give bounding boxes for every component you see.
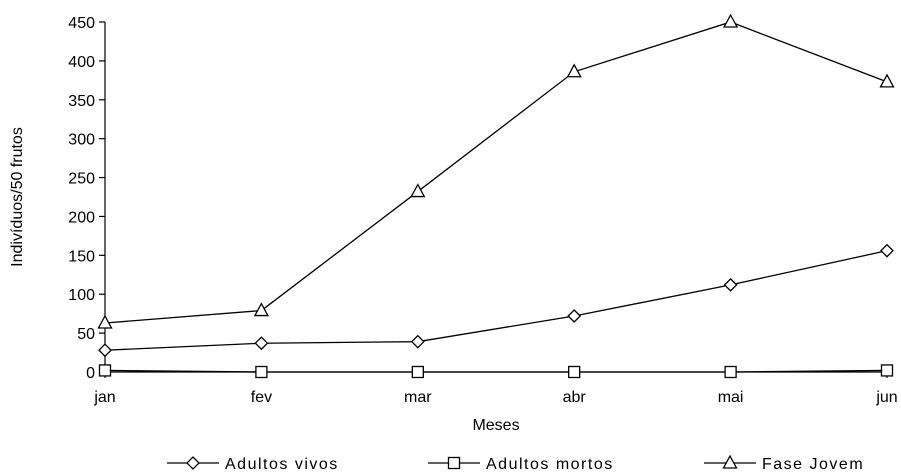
legend-label: Adultos vivos	[225, 456, 339, 473]
data-point	[254, 336, 269, 351]
y-axis-title: Indivíduos/50 frutos	[9, 127, 26, 267]
legend-label: Adultos mortos	[486, 456, 614, 473]
data-point	[411, 365, 424, 379]
data-point	[724, 365, 737, 379]
legend-marker	[447, 456, 461, 470]
x-tick-label: abr	[563, 389, 587, 406]
data-point	[568, 365, 581, 379]
data-point	[879, 73, 895, 88]
data-point	[410, 334, 425, 349]
y-axis-ticks: 0 50 100 150 200 250 300 350 400 450	[68, 15, 105, 382]
series-line	[104, 21, 888, 324]
data-point	[880, 243, 894, 258]
x-tick-label: mai	[718, 389, 744, 406]
data-point	[253, 302, 269, 317]
y-tick-label: 200	[68, 209, 95, 226]
y-tick-label: 100	[68, 287, 95, 304]
series-line	[104, 250, 888, 351]
series-line	[104, 369, 888, 373]
y-tick-label: 300	[68, 132, 95, 149]
y-tick-label: 350	[68, 93, 95, 110]
data-point	[97, 314, 113, 329]
data-point	[98, 364, 112, 377]
x-axis-title: Meses	[472, 417, 519, 434]
series-diamond	[98, 243, 894, 358]
series-triangle	[97, 13, 895, 329]
data-point	[723, 277, 738, 292]
data-point	[723, 13, 739, 28]
data-point	[255, 365, 268, 379]
x-tick-label: mar	[404, 389, 432, 406]
legend-marker	[186, 456, 200, 470]
legend-marker	[722, 454, 738, 469]
data-point	[566, 63, 582, 78]
y-tick-label: 150	[68, 248, 95, 265]
x-tick-label: jan	[93, 389, 115, 406]
data-point	[880, 364, 894, 377]
legend-item: Adultos mortos	[428, 456, 614, 473]
series-square	[98, 364, 894, 379]
series-group	[97, 13, 895, 379]
x-tick-label: fev	[251, 389, 272, 406]
legend: Adultos vivos Adultos mortos Fase Jovem	[167, 454, 864, 473]
y-tick-label: 250	[68, 171, 95, 188]
legend-label: Fase Jovem	[762, 456, 864, 473]
y-tick-label: 400	[68, 54, 95, 71]
x-axis-ticks: jan fev mar abr mai jun	[93, 372, 898, 406]
data-point	[410, 183, 426, 198]
data-point	[567, 309, 582, 323]
legend-item: Adultos vivos	[167, 456, 339, 473]
x-tick-label: jun	[875, 389, 897, 406]
axes	[104, 22, 887, 373]
y-tick-label: 50	[77, 326, 95, 343]
y-tick-label: 450	[68, 15, 95, 32]
data-point	[98, 343, 112, 358]
y-tick-label: 0	[86, 365, 95, 382]
legend-item: Fase Jovem	[704, 454, 864, 473]
